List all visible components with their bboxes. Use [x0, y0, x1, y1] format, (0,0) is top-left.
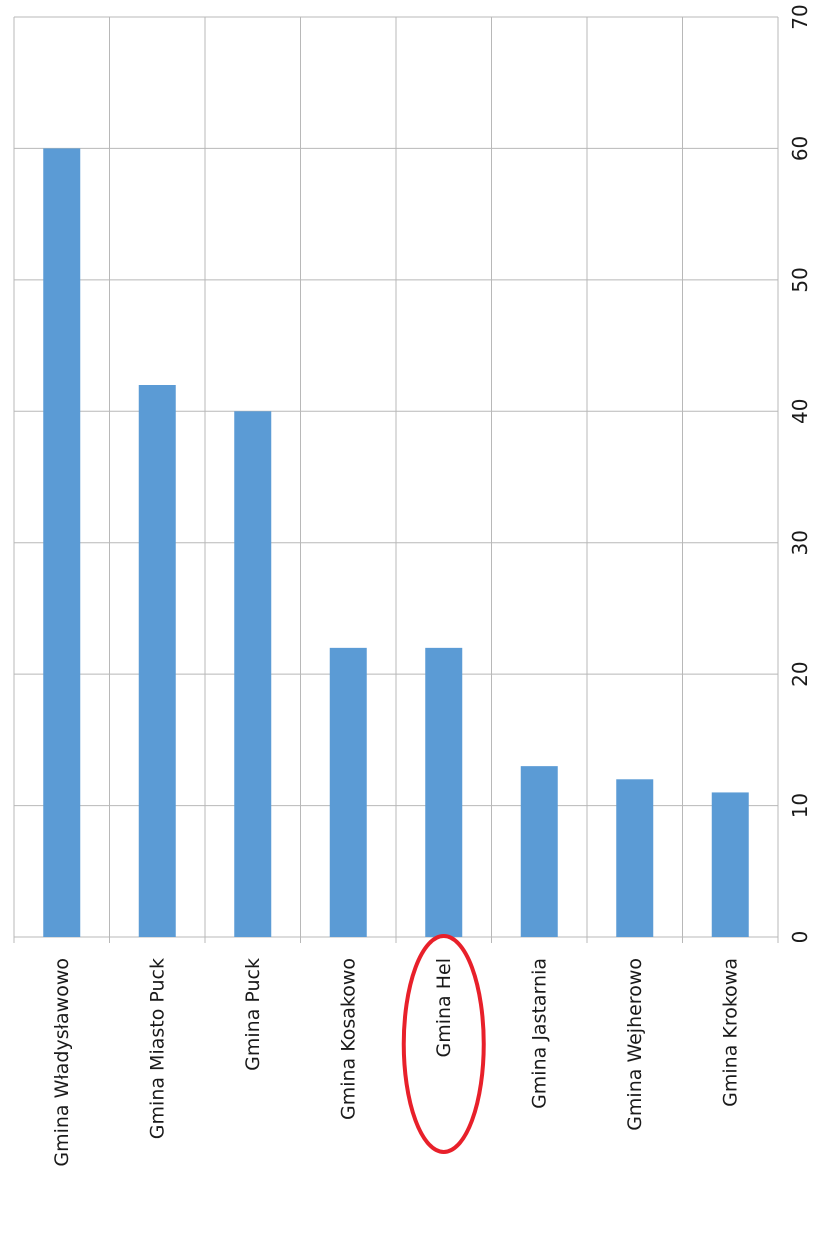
category-labels: Gmina Władysławowo Gmina Miasto Puck Gmina… — [51, 958, 742, 1167]
bars — [43, 148, 749, 937]
tick-label: 0 — [788, 931, 812, 944]
bar — [425, 647, 463, 937]
bar — [329, 647, 367, 937]
bar — [520, 766, 558, 937]
tick-label: 60 — [788, 136, 812, 161]
tick-label: 50 — [788, 267, 812, 292]
category-label: Gmina Wejherowo — [624, 958, 646, 1131]
category-label: Gmina Krokowa — [719, 958, 741, 1107]
category-label: Gmina Miasto Puck — [146, 958, 168, 1139]
highlight-ellipse — [401, 934, 486, 1154]
category-label: Gmina Hel — [433, 958, 455, 1058]
category-label: Gmina Kosakowo — [337, 958, 359, 1120]
category-label: Gmina Jastarnia — [528, 958, 550, 1109]
bar — [138, 385, 176, 937]
bar — [43, 148, 81, 937]
gridlines — [13, 16, 779, 943]
category-label: Gmina Władysławowo — [51, 958, 73, 1167]
bar — [711, 792, 749, 937]
tick-label: 70 — [788, 4, 812, 29]
bar — [616, 779, 654, 937]
tick-label: 10 — [788, 793, 812, 818]
tick-label: 30 — [788, 530, 812, 555]
tick-label: 20 — [788, 661, 812, 686]
category-label: Gmina Puck — [242, 958, 264, 1071]
value-axis-ticks: 0 10 20 30 40 50 60 70 — [788, 4, 812, 943]
bar — [234, 411, 272, 937]
tick-label: 40 — [788, 399, 812, 424]
highlight-layer — [401, 934, 486, 1154]
